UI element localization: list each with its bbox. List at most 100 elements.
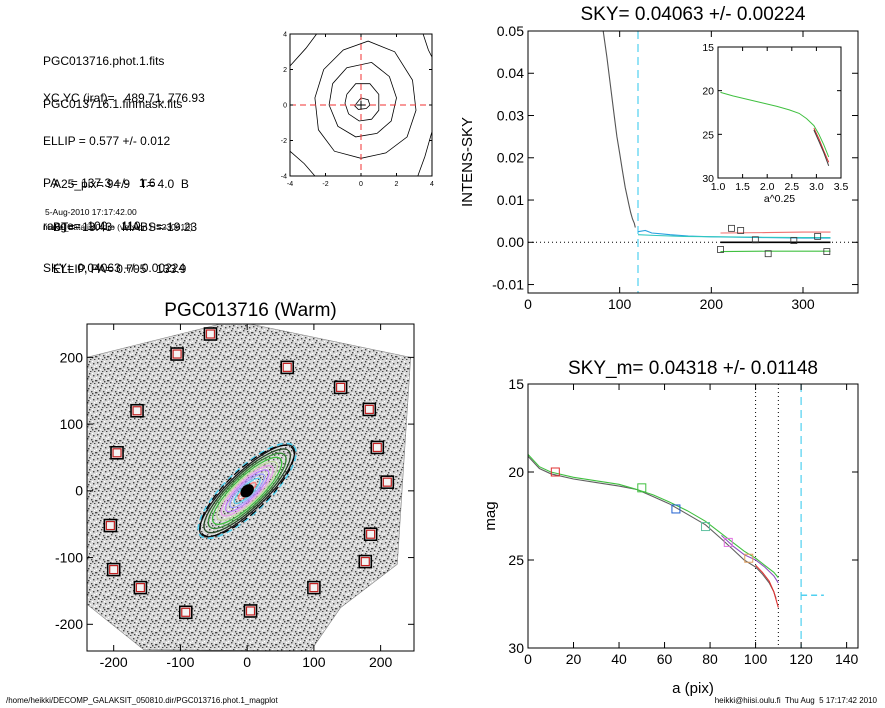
galaxy-parameters-block: A25_pix= 94.9 T= 4.0 B BT= 13.43 MABS=-1… <box>53 149 197 291</box>
sky-box-inner <box>132 406 142 416</box>
sky-profile-xtick-label: 200 <box>700 296 724 312</box>
isophote <box>199 444 296 538</box>
sky-box-inner <box>245 606 256 616</box>
sky-profile-title: SKY= 0.04063 +/- 0.00224 <box>580 4 805 25</box>
sky-box-inner <box>335 382 346 392</box>
mag-profile-xtick-label: 0 <box>524 651 532 667</box>
isophote <box>211 456 283 525</box>
galaxy-image-ytick-label: -100 <box>55 549 83 565</box>
mag-profile-marker <box>701 522 711 532</box>
galaxy-image-ytick-label: 100 <box>60 416 84 432</box>
mag-profile-series <box>721 534 779 584</box>
sky-box <box>133 580 148 595</box>
ellipticity-value: ELLIP = 0.577 +/- 0.012 <box>43 133 171 148</box>
contour-line <box>290 34 317 67</box>
galaxy-image-xtick-label: 0 <box>243 654 251 670</box>
sky-profile-plot-area <box>528 31 858 293</box>
sky-box-marker <box>764 250 772 258</box>
inset-xtick-label: 1.5 <box>735 181 750 193</box>
contour-xtick-label: -4 <box>287 181 293 188</box>
galaxy-image-xtick-label: -200 <box>100 654 128 670</box>
inset-ytick-label: 25 <box>702 129 714 141</box>
inset-ytick-label: 30 <box>702 173 714 185</box>
galaxy-image-ytick-label: 200 <box>60 349 84 365</box>
sky-box-marker <box>814 232 822 240</box>
contour-ytick-label: 0 <box>283 103 287 110</box>
run-date: 5-Aug-2010 17:17:42.00 <box>45 207 137 217</box>
contour-xtick-label: -2 <box>322 181 328 188</box>
contour-line <box>314 40 417 159</box>
sky-profile-series <box>637 234 831 239</box>
sky-box-marker <box>717 246 724 253</box>
contour-line <box>354 97 371 110</box>
file-info-block: PGC013716.phot.1.fits PGC013716.1.finmas… <box>43 26 182 125</box>
mag-profile-xtick-label: 60 <box>657 651 673 667</box>
mag-profile-plot-area <box>528 384 824 648</box>
sky-box <box>243 604 258 618</box>
sky-box-inner <box>172 349 182 359</box>
sky-box <box>280 360 295 375</box>
contour-xtick-label: 2 <box>395 181 399 188</box>
sky-box-inner <box>112 448 122 458</box>
isophote <box>207 452 287 530</box>
contour-line <box>328 61 397 138</box>
sky-box-inner <box>372 442 382 453</box>
sky-box <box>380 475 395 489</box>
mag-profile-title: SKY_m= 0.04318 +/- 0.01148 <box>568 358 818 379</box>
mag-profile-marker <box>744 553 754 563</box>
contour-xtick-label: 0 <box>359 181 363 188</box>
ellip-pa-values: ELLIP, PA= 0.705 133.9 <box>53 262 187 277</box>
inset-series <box>813 127 830 163</box>
mag-profile-xtick-label: 20 <box>566 651 582 667</box>
mag-profile-ytick-label: 25 <box>508 552 524 568</box>
contour-ytick-label: -4 <box>281 174 287 181</box>
sky-box <box>103 518 118 533</box>
mag-profile-xtick-label: 40 <box>611 651 627 667</box>
sky-box-marker <box>790 237 798 245</box>
galaxy-image-xtick-label: 200 <box>369 654 393 670</box>
sky-box <box>203 327 218 341</box>
mag-profile-marker <box>723 537 733 547</box>
sky-profile-ytick-label: 0.01 <box>497 192 524 208</box>
footer-file-path: /home/heikki/DECOMP_GALAKSIT_050810.dir/… <box>6 696 278 705</box>
inset-xtick-label: 2.5 <box>784 181 799 193</box>
sky-box <box>358 554 373 569</box>
sky-box-marker <box>751 236 759 244</box>
mag-profile-marker <box>671 504 681 514</box>
inset-series <box>720 91 830 158</box>
sky-profile-xtick-label: 300 <box>791 296 815 312</box>
sky-box <box>110 445 124 460</box>
sky-profile-series <box>720 231 831 234</box>
galaxy-core <box>240 484 254 498</box>
footer-user-timestamp: heikki@hiisi.oulu.fi Thu Aug 5 17:17:42 … <box>714 696 877 705</box>
sky-value: SKY= 0.04063 +/- 0.00224 <box>43 261 186 276</box>
sky-box-inner <box>364 404 374 415</box>
galaxy-image-ytick-label: 0 <box>75 483 83 499</box>
inset-xtick-label: 3.5 <box>834 181 849 193</box>
sky-box-inner <box>109 564 119 575</box>
sky-box <box>307 580 321 595</box>
radial-range-value: range= 100.- 110. <box>43 218 144 233</box>
inset-xtick-label: 1.0 <box>711 181 726 193</box>
sky-profile-xtick-label: 100 <box>608 296 632 312</box>
inset-xtick-label: 2.0 <box>760 181 775 193</box>
sky-box <box>106 562 121 577</box>
mag-profile-ytick-label: 20 <box>508 464 524 480</box>
a25-ellipse <box>199 444 295 537</box>
mag-profile-ylabel: mag <box>482 501 499 530</box>
mag-profile-series <box>528 455 777 599</box>
sky-box <box>333 380 348 395</box>
inset-series <box>813 129 830 166</box>
inset-xtick-label: 3.0 <box>809 181 824 193</box>
sky-profile-ytick-label: -0.01 <box>492 276 524 292</box>
sky-box-marker <box>823 248 831 255</box>
contour-line <box>417 131 432 176</box>
center-coordinates: XC,YC (iraf)= 489.71, 776.93 <box>43 91 205 106</box>
galaxy-image-frame <box>86 323 415 652</box>
mag-profile-series <box>755 564 779 608</box>
inset-xlabel: a^0.25 <box>764 193 795 205</box>
sky-box-marker <box>728 224 735 232</box>
sky-box <box>170 347 184 361</box>
mag-profile-ytick-label: 30 <box>508 640 524 656</box>
sky-box-marker <box>737 227 745 234</box>
